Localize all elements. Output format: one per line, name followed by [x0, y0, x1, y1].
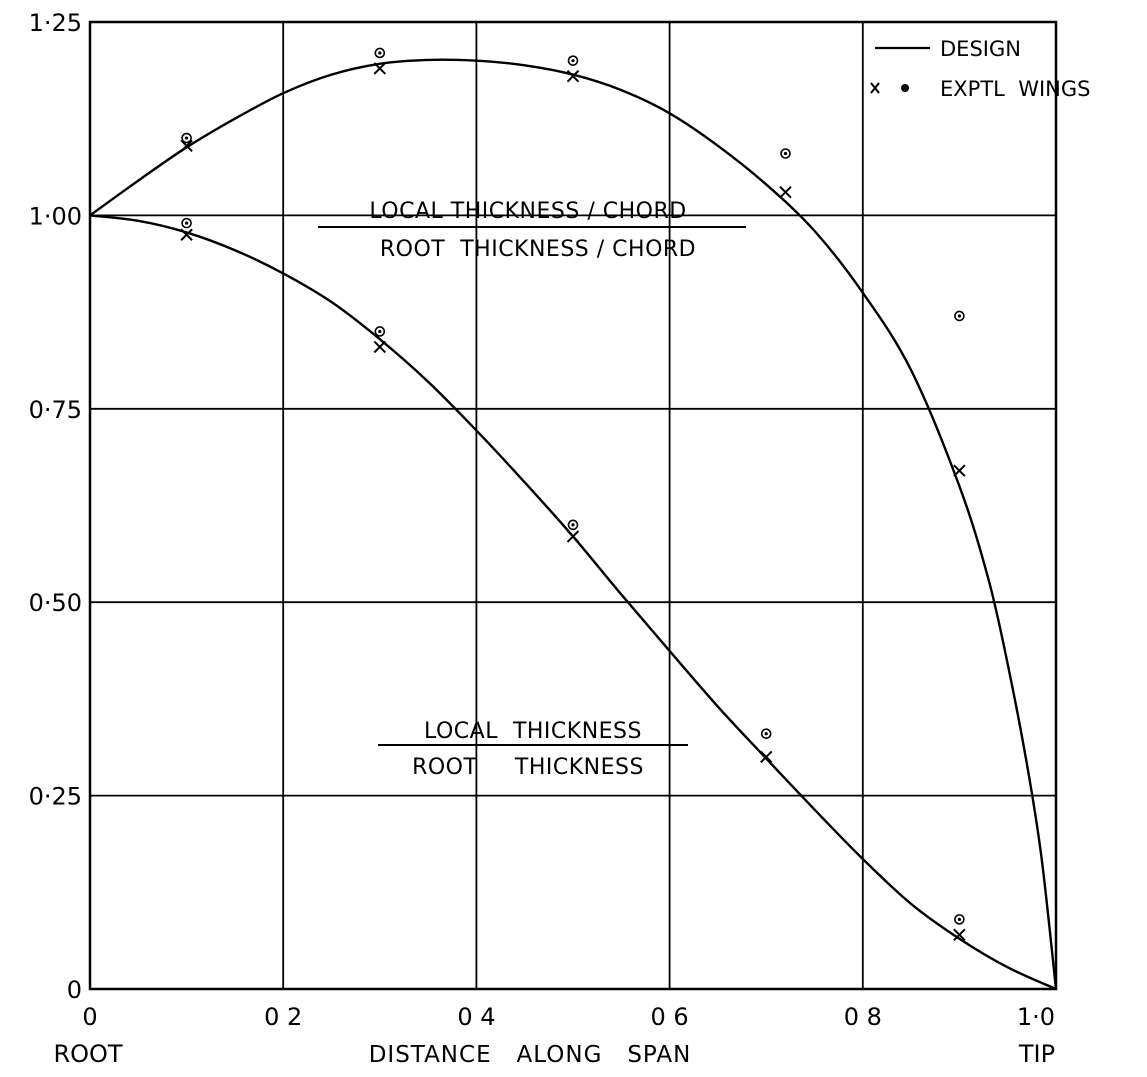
exptl-point-circle — [567, 55, 579, 66]
y-tick-label: 0·75 — [29, 396, 82, 424]
y-tick-label: 0·25 — [29, 783, 82, 811]
exptl-point-cross — [180, 139, 193, 152]
exptl-point-circle — [567, 519, 579, 531]
x-end-label-tip: TIP — [1018, 1040, 1055, 1068]
x-tick-label: 0 — [82, 1003, 97, 1031]
lower-curve-annotation: LOCAL THICKNESS ROOT THICKNESS — [378, 719, 688, 780]
legend-exptl-label: EXPTL WINGS — [940, 77, 1090, 101]
exptl-point-cross — [373, 340, 387, 354]
upper-annotation-denominator: ROOT THICKNESS / CHORD — [380, 237, 696, 262]
x-tick-label: 0 8 — [844, 1003, 882, 1031]
lower-annotation-denominator: ROOT THICKNESS — [412, 755, 644, 780]
legend-x-marker-icon — [870, 82, 880, 94]
x-end-label-root: ROOT — [53, 1040, 122, 1068]
x-tick-label: 0 2 — [264, 1003, 302, 1031]
x-tick-label: 0 4 — [457, 1003, 495, 1031]
upper-annotation-numerator: LOCAL THICKNESS / CHORD — [369, 199, 686, 224]
y-tick-label: 1·25 — [29, 9, 82, 37]
legend: DESIGN EXPTL WINGS — [870, 37, 1090, 101]
x-axis-title: DISTANCE ALONG SPAN — [369, 1042, 692, 1068]
exptl-point-circle — [181, 132, 192, 144]
y-tick-label: 1·00 — [29, 202, 82, 230]
exptl-point-cross — [180, 228, 193, 241]
x-tick-label: 1·0 — [1017, 1003, 1055, 1031]
exptl-point-cross — [566, 530, 580, 543]
grid — [89, 21, 1057, 990]
exptl-point-cross — [953, 928, 966, 942]
plot-frame — [88, 20, 1058, 991]
exptl-point-circle — [181, 217, 192, 229]
exptl-point-cross — [779, 185, 792, 199]
y-tick-label: 0 — [67, 976, 82, 1004]
design-curve-thickness-chord-ratio — [89, 58, 1058, 990]
x-tick-label: 0 6 — [651, 1003, 689, 1031]
legend-design-label: DESIGN — [940, 37, 1021, 61]
exptl-point-circle — [780, 148, 791, 159]
lower-annotation-numerator: LOCAL THICKNESS — [424, 719, 642, 744]
exptl-point-cross — [759, 750, 773, 764]
upper-curve-annotation: LOCAL THICKNESS / CHORD ROOT THICKNESS /… — [318, 199, 746, 262]
exptl-point-cross — [953, 464, 966, 477]
y-tick-label: 0·50 — [29, 589, 82, 617]
x-tick-labels: 0 0 2 0 4 0 6 0 8 1·0 — [82, 1003, 1055, 1031]
legend-dot-marker-icon — [901, 84, 909, 92]
exptl-point-circle — [374, 47, 386, 59]
exptl-point-cross — [373, 62, 387, 75]
exptl-point-circle — [374, 326, 386, 337]
exptl-point-circle — [760, 728, 772, 740]
exptl-point-circle — [954, 914, 965, 925]
experimental-markers — [180, 47, 966, 942]
exptl-point-circle — [954, 310, 965, 322]
y-tick-labels: 0 0·25 0·50 0·75 1·00 1·25 — [29, 9, 82, 1004]
exptl-point-cross — [566, 69, 580, 83]
